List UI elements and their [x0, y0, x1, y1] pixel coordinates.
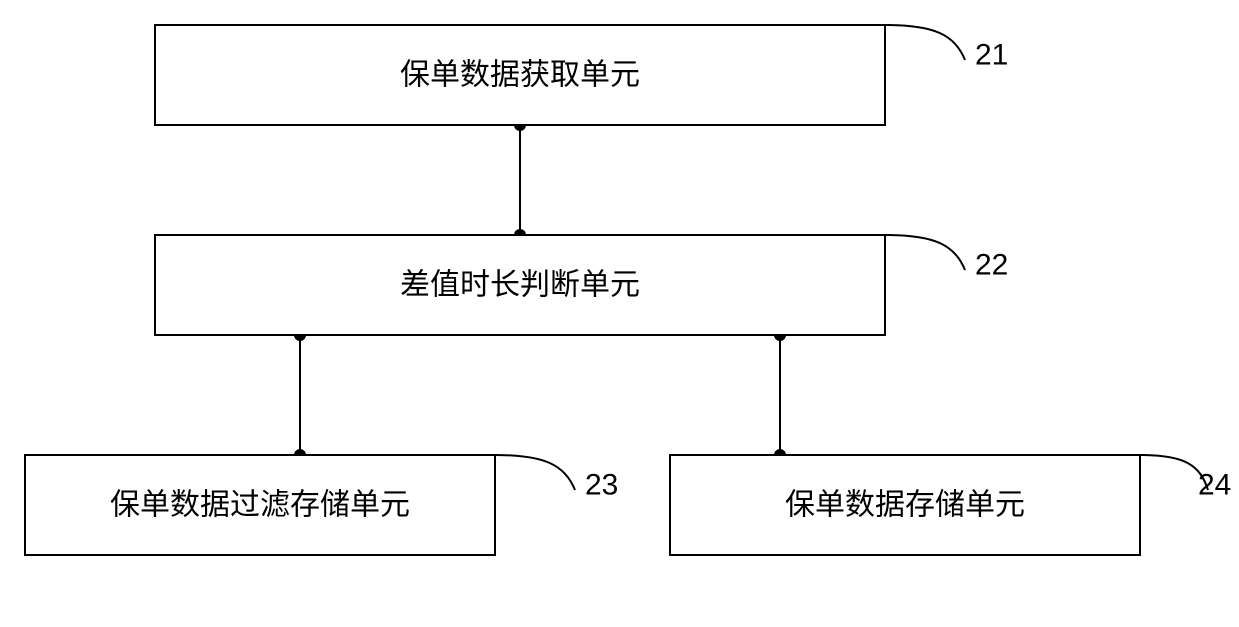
node-n22: 差值时长判断单元 22 — [155, 235, 1008, 335]
node-number: 21 — [975, 39, 1008, 72]
node-number: 22 — [975, 249, 1008, 282]
edge-n22-n23 — [294, 329, 306, 461]
node-n23: 保单数据过滤存储单元 23 — [25, 455, 618, 555]
callout-line — [885, 25, 965, 60]
node-label: 差值时长判断单元 — [400, 269, 640, 302]
callout-line — [495, 455, 575, 490]
callout-line — [885, 235, 965, 270]
node-number: 24 — [1198, 469, 1231, 502]
node-number: 23 — [585, 469, 618, 502]
edge-n21-n22 — [514, 119, 526, 241]
node-n21: 保单数据获取单元 21 — [155, 25, 1008, 125]
node-label: 保单数据获取单元 — [400, 59, 640, 92]
node-n24: 保单数据存储单元 24 — [670, 455, 1231, 555]
node-label: 保单数据存储单元 — [785, 489, 1025, 522]
edge-n22-n24 — [774, 329, 786, 461]
node-label: 保单数据过滤存储单元 — [110, 489, 410, 522]
flowchart-diagram: 保单数据获取单元 21 差值时长判断单元 22 保单数据过滤存储单元 23 保单数据存储单元… — [0, 0, 1239, 627]
